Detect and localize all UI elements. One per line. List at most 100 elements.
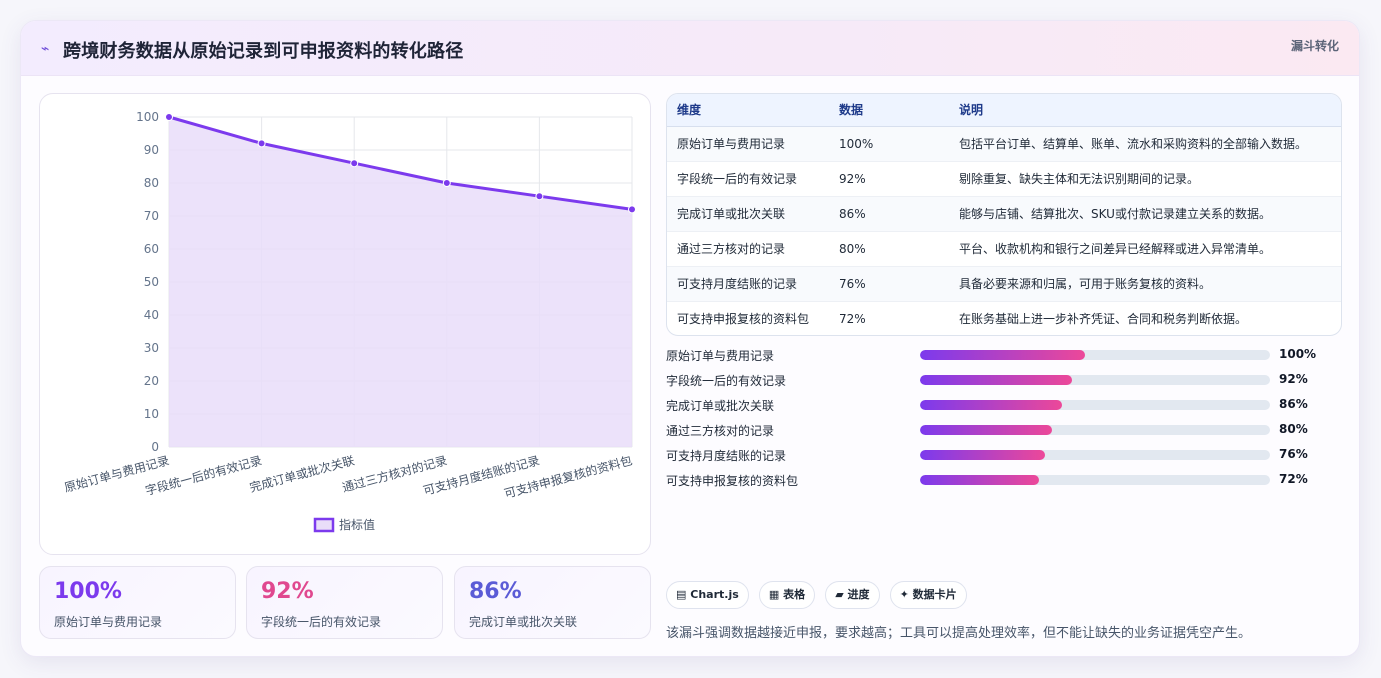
progress-track bbox=[920, 450, 1270, 460]
sparkle-icon: ✦ bbox=[899, 588, 909, 601]
chip-label: 进度 bbox=[847, 588, 870, 601]
header-tag: 漏斗转化 bbox=[1290, 39, 1339, 53]
footnote: 该漏斗强调数据越接近申报，要求越高；工具可以提高处理效率，但不能让缺失的业务证据… bbox=[666, 626, 1252, 641]
y-tick-label: 100 bbox=[136, 110, 159, 124]
progress-value: 92% bbox=[1279, 372, 1308, 386]
data-point bbox=[257, 139, 266, 148]
y-tick-label: 90 bbox=[144, 143, 159, 157]
tech-chips: ▤ Chart.js ▦ 表格 ▰ 进度 ✦ 数据卡片 bbox=[666, 581, 972, 609]
progress-fill bbox=[920, 400, 1062, 410]
data-point bbox=[628, 205, 636, 214]
progress-row: 原始订单与费用记录 100% bbox=[666, 346, 1342, 364]
progress-icon: ▰ bbox=[835, 588, 844, 601]
progress-row: 完成订单或批次关联 86% bbox=[666, 396, 1342, 414]
table-cell: 92% bbox=[829, 161, 949, 197]
area-fill bbox=[169, 117, 632, 447]
table-cell: 可支持申报复核的资料包 bbox=[677, 312, 810, 327]
progress-row: 可支持月度结账的记录 76% bbox=[666, 446, 1342, 464]
chart-icon: ▤ bbox=[676, 588, 687, 601]
table-cell: 能够与店铺、结算批次、SKU或付款记录建立关系的数据。 bbox=[949, 196, 1341, 232]
table-row: 通过三方核对的记录 80% 平台、收款机构和银行之间差异已经解释或进入异常清单。 bbox=[667, 231, 1341, 267]
table-cell: 原始订单与费用记录 bbox=[667, 126, 829, 162]
progress-row: 通过三方核对的记录 80% bbox=[666, 421, 1342, 439]
legend-label: 指标值 bbox=[339, 517, 375, 532]
page-title: 跨境财务数据从原始记录到可申报资料的转化路径 bbox=[63, 41, 464, 62]
progress-fill bbox=[920, 375, 1072, 385]
table-row: 原始订单与费用记录 100% 包括平台订单、结算单、账单、流水和采购资料的全部输… bbox=[667, 126, 1341, 162]
table-cell: 剔除重复、缺失主体和无法识别期间的记录。 bbox=[949, 161, 1341, 197]
progress-track bbox=[920, 350, 1270, 360]
progress-track bbox=[920, 400, 1270, 410]
stat-card-3: 86% 完成订单或批次关联 bbox=[454, 566, 651, 639]
column-header: 数据 bbox=[829, 94, 949, 127]
table-row: 可支持月度结账的记录 76% 具备必要来源和归属，可用于账务复核的资料。 bbox=[667, 266, 1341, 302]
progress-label: 原始订单与费用记录 bbox=[666, 349, 775, 363]
table-row: 可支持申报复核的资料包 72% 在账务基础上进一步补齐凭证、合同和税务判断依据。 bbox=[667, 301, 1341, 335]
progress-track bbox=[920, 425, 1270, 435]
table-cell: 完成订单或批次关联 bbox=[667, 196, 829, 232]
progress-label: 字段统一后的有效记录 bbox=[666, 374, 787, 388]
progress-row: 可支持申报复核的资料包 72% bbox=[666, 471, 1342, 489]
progress-value: 86% bbox=[1279, 397, 1308, 411]
y-tick-label: 50 bbox=[144, 275, 159, 289]
series-line bbox=[168, 115, 633, 211]
table-header-row: 维度 数据 说明 bbox=[667, 94, 1341, 127]
stat-card-1: 100% 原始订单与费用记录 bbox=[39, 566, 236, 639]
progress-fill bbox=[920, 450, 1046, 460]
chip-table[interactable]: ▦ 表格 bbox=[758, 581, 816, 609]
stat-card-2: 92% 字段统一后的有效记录 bbox=[246, 566, 443, 639]
stat-value: 86% bbox=[469, 579, 522, 604]
chart-panel: 0 10 20 30 40 50 60 70 80 90 100 原始订单与费用记录 字段统一后的有效记… bbox=[39, 93, 651, 555]
pulse-icon: ⌁ bbox=[41, 41, 50, 57]
data-point bbox=[535, 192, 544, 201]
area-chart: 0102030405060708090100原始订单与费用记录字段统一后的有效记… bbox=[63, 110, 636, 533]
table-cell: 具备必要来源和归属，可用于账务复核的资料。 bbox=[949, 266, 1341, 302]
progress-label: 可支持申报复核的资料包 bbox=[666, 474, 799, 488]
progress-value: 100% bbox=[1279, 347, 1317, 361]
chip-label: Chart.js bbox=[690, 588, 739, 601]
progress-track bbox=[920, 475, 1270, 485]
stat-value: 92% bbox=[261, 579, 314, 604]
x-tick-label: 完成订单或批次关联 bbox=[248, 452, 356, 494]
y-tick-label: 30 bbox=[144, 341, 159, 355]
y-tick-label: 60 bbox=[144, 242, 159, 256]
progress-fill bbox=[920, 350, 1086, 360]
progress-label: 完成订单或批次关联 bbox=[666, 399, 775, 413]
table-row: 完成订单或批次关联 86% 能够与店铺、结算批次、SKU或付款记录建立关系的数据… bbox=[667, 196, 1341, 232]
table-cell: 72% bbox=[839, 311, 866, 326]
data-table: 维度 数据 说明 原始订单与费用记录 100% 包括平台订单、结算单、账单、流水… bbox=[666, 93, 1342, 336]
progress-label: 通过三方核对的记录 bbox=[666, 424, 775, 438]
table-cell: 包括平台订单、结算单、账单、流水和采购资料的全部输入数据。 bbox=[949, 126, 1341, 162]
legend-swatch bbox=[313, 517, 335, 533]
chip-label: 数据卡片 bbox=[912, 588, 957, 601]
progress-track bbox=[920, 375, 1270, 385]
column-header: 维度 bbox=[667, 94, 829, 127]
column-header: 说明 bbox=[949, 94, 1341, 127]
y-tick-label: 10 bbox=[144, 407, 159, 421]
y-tick-label: 20 bbox=[144, 374, 159, 388]
progress-value: 72% bbox=[1279, 472, 1308, 486]
stat-label: 原始订单与费用记录 bbox=[54, 615, 163, 629]
stat-label: 完成订单或批次关联 bbox=[469, 615, 578, 629]
main-card: ⌁ 跨境财务数据从原始记录到可申报资料的转化路径 漏斗转化 0 10 20 30 40 5… bbox=[20, 20, 1360, 657]
chip-progress[interactable]: ▰ 进度 bbox=[825, 581, 880, 609]
stat-value: 100% bbox=[54, 579, 122, 604]
stat-label: 字段统一后的有效记录 bbox=[261, 615, 382, 629]
chip-chartjs[interactable]: ▤ Chart.js bbox=[666, 581, 749, 609]
chip-label: 表格 bbox=[783, 588, 806, 601]
y-tick-label: 0 bbox=[151, 440, 159, 454]
table-cell: 80% bbox=[829, 231, 949, 267]
header: ⌁ 跨境财务数据从原始记录到可申报资料的转化路径 漏斗转化 bbox=[21, 21, 1359, 76]
y-tick-label: 40 bbox=[144, 308, 159, 322]
progress-row: 字段统一后的有效记录 92% bbox=[666, 371, 1342, 389]
chip-data-card[interactable]: ✦ 数据卡片 bbox=[889, 581, 967, 609]
progress-label: 可支持月度结账的记录 bbox=[666, 449, 787, 463]
progress-fill bbox=[920, 475, 1039, 485]
table-cell: 平台、收款机构和银行之间差异已经解释或进入异常清单。 bbox=[949, 231, 1341, 267]
table-cell: 可支持月度结账的记录 bbox=[667, 266, 829, 302]
table-icon: ▦ bbox=[768, 588, 780, 601]
table-cell: 76% bbox=[829, 266, 949, 302]
table-cell: 100% bbox=[829, 126, 949, 162]
progress-value: 76% bbox=[1279, 447, 1308, 461]
data-point bbox=[350, 159, 359, 168]
